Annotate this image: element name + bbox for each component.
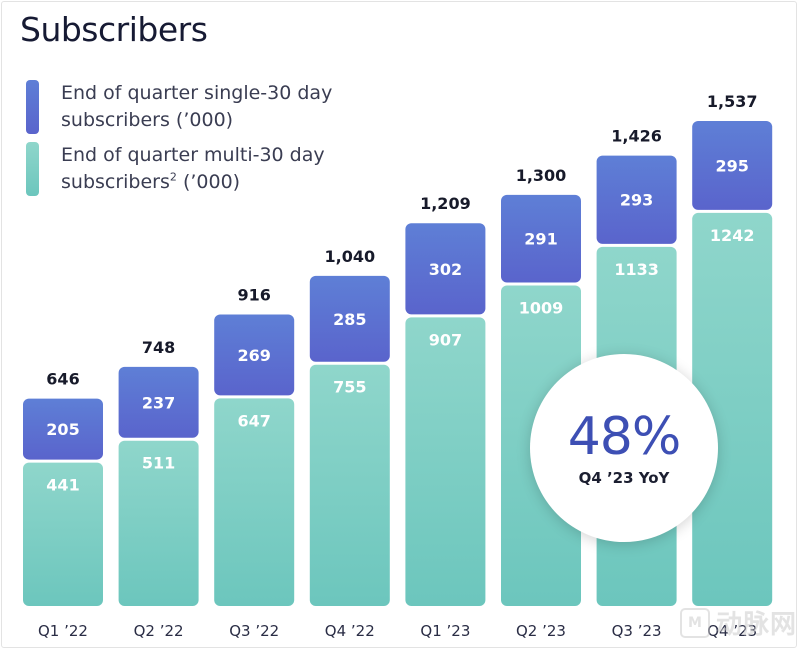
bar-single [118,366,199,438]
label-total: 1,209 [420,194,471,213]
x-tick-label: Q4 ’22 [325,622,375,640]
bar-single [501,194,581,283]
bar-multi [23,462,103,606]
label-multi-value: 441 [46,476,79,495]
label-total: 646 [46,370,79,389]
bar-single [692,121,773,210]
bar-single [23,398,103,460]
label-total: 1,537 [707,92,758,111]
bar-multi [309,364,390,606]
label-single-value: 285 [333,310,366,329]
label-single-value: 291 [524,230,557,249]
label-total: 916 [237,286,270,305]
x-tick-label: Q3 ’22 [229,622,279,640]
x-tick-label: Q1 ’23 [420,622,470,640]
bar-multi [405,317,486,606]
watermark-logo: M [680,607,710,638]
legend-item-single: End of quarter single-30 day subscribers… [26,80,332,134]
label-multi-value: 755 [333,378,366,397]
yoy-label: Q4 ’23 YoY [578,469,670,487]
x-tick-label: Q2 ’23 [516,622,566,640]
watermark: M 动脉网 [680,604,797,641]
label-multi-value: 1009 [519,299,564,318]
bar-single [214,314,295,396]
label-multi-value: 907 [429,330,462,349]
label-total: 1,300 [516,166,567,185]
label-single-value: 237 [142,393,175,412]
label-multi-value: 1242 [710,226,755,245]
legend-swatch-single [26,80,39,134]
bar-single [596,155,677,244]
watermark-text: 动脉网 [716,610,798,640]
bar-single [405,223,486,315]
x-tick-label: Q4 ’23 [707,622,757,640]
bar-multi [118,440,199,606]
label-total: 748 [142,338,175,357]
label-multi-value: 647 [237,411,270,430]
legend-label-single: End of quarter single-30 day subscribers… [61,82,333,131]
label-single-value: 205 [46,420,79,439]
label-single-value: 269 [237,346,270,365]
bar-multi [692,212,773,606]
label-multi-value: 1133 [614,260,659,279]
x-tick-label: Q3 ’23 [612,622,662,640]
legend-label-multi: End of quarter multi-30 day subscribers2… [61,144,325,193]
x-tick-label: Q2 ’22 [134,622,184,640]
chart-title: Subscribers [20,10,208,49]
x-tick-label: Q1 ’22 [38,622,88,640]
legend-swatch-multi [26,142,39,196]
label-total: 1,426 [611,127,662,146]
yoy-value: 48% [567,407,682,467]
bar-single [309,275,390,362]
label-total: 1,040 [324,247,375,266]
label-single-value: 293 [620,191,653,210]
label-single-value: 295 [715,156,748,175]
bar-multi [214,398,295,606]
legend-item-multi: End of quarter multi-30 day subscribers2… [26,142,325,196]
yoy-callout: 48% Q4 ’23 YoY [530,354,718,542]
label-single-value: 302 [429,260,462,279]
label-multi-value: 511 [142,454,175,473]
